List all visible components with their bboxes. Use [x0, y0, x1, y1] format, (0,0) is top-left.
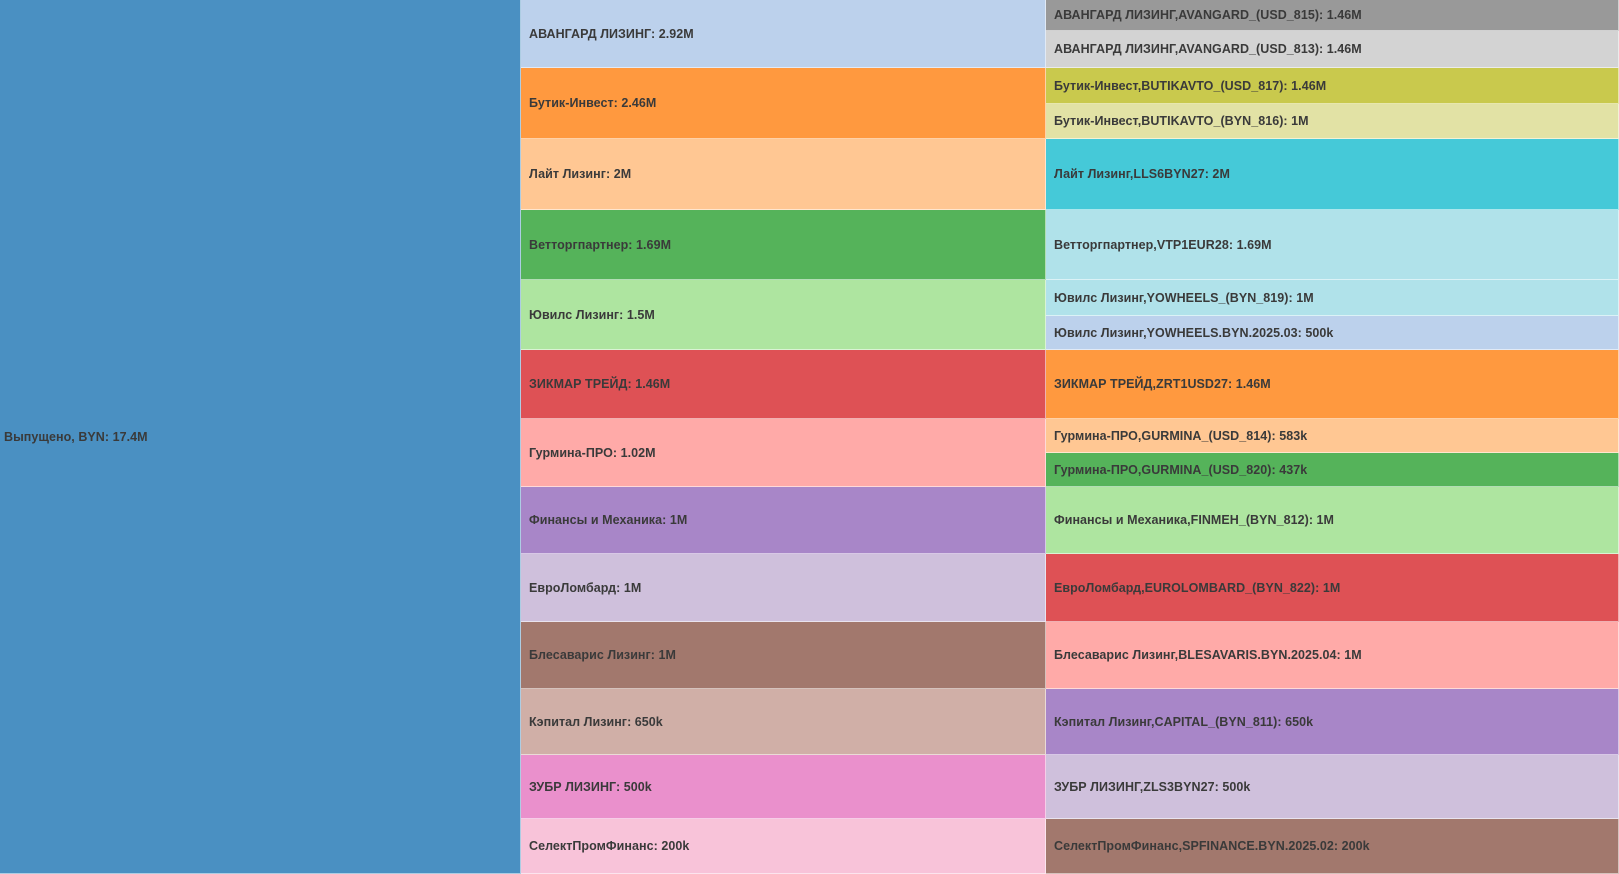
issuer-label: СелектПромФинанс: 200k	[529, 839, 690, 853]
issue-label: ЗУБР ЛИЗИНГ,ZLS3BYN27: 500k	[1054, 779, 1251, 794]
issuer-label: Ветторгпартнер: 1.69M	[529, 237, 672, 252]
issuer-segment[interactable]: Ветторгпартнер: 1.69M	[521, 210, 1046, 280]
issuer-segment[interactable]: Кэпитал Лизинг: 650k	[521, 689, 1046, 755]
issuer-label: Бутик-Инвест: 2.46M	[529, 96, 657, 110]
issue-label: Блесаварис Лизинг,BLESAVARIS.BYN.2025.04…	[1054, 648, 1362, 662]
issue-label: Бутик-Инвест,BUTIKAVTO_(USD_817): 1.46M	[1054, 78, 1327, 93]
issuer-label: Гурмина-ПРО: 1.02M	[529, 445, 656, 460]
issue-label: АВАНГАРД ЛИЗИНГ,AVANGARD_(USD_815): 1.46…	[1054, 8, 1362, 22]
issue-label: Лайт Лизинг,LLS6BYN27: 2M	[1054, 167, 1230, 181]
issue-label: СелектПромФинанс,SPFINANCE.BYN.2025.02: …	[1054, 839, 1370, 853]
issue-segment[interactable]: СелектПромФинанс,SPFINANCE.BYN.2025.02: …	[1046, 819, 1619, 874]
issuer-label: Финансы и Механика: 1M	[529, 513, 688, 527]
issuer-label: ЕвроЛомбард: 1M	[529, 580, 642, 595]
issue-segment[interactable]: Бутик-Инвест,BUTIKAVTO_(USD_817): 1.46M	[1046, 68, 1619, 104]
issuer-segment[interactable]: ЗИКМАР ТРЕЙД: 1.46M	[521, 350, 1046, 419]
issuer-label: ЗУБР ЛИЗИНГ: 500k	[529, 779, 652, 794]
issuer-segment[interactable]: Финансы и Механика: 1M	[521, 487, 1046, 554]
issue-label: АВАНГАРД ЛИЗИНГ,AVANGARD_(USD_813): 1.46…	[1054, 42, 1362, 56]
root-label: Выпущено, BYN: 17.4M	[4, 429, 148, 444]
issue-label: Финансы и Механика,FINMEH_(BYN_812): 1M	[1054, 513, 1335, 527]
issue-segment[interactable]: Гурмина-ПРО,GURMINA_(USD_814): 583k	[1046, 419, 1619, 453]
issue-segment[interactable]: Финансы и Механика,FINMEH_(BYN_812): 1M	[1046, 487, 1619, 554]
issue-label: Ювилс Лизинг,YOWHEELS_(BYN_819): 1M	[1054, 290, 1314, 305]
issuer-label: АВАНГАРД ЛИЗИНГ: 2.92M	[529, 26, 694, 41]
issuer-label: ЗИКМАР ТРЕЙД: 1.46M	[529, 377, 671, 391]
issuer-segment[interactable]: Ювилс Лизинг: 1.5M	[521, 280, 1046, 350]
issue-label: ЗИКМАР ТРЕЙД,ZRT1USD27: 1.46M	[1054, 377, 1271, 391]
issue-segment[interactable]: АВАНГАРД ЛИЗИНГ,AVANGARD_(USD_813): 1.46…	[1046, 31, 1619, 68]
issue-segment[interactable]: ЗИКМАР ТРЕЙД,ZRT1USD27: 1.46M	[1046, 350, 1619, 419]
issuer-label: Лайт Лизинг: 2M	[529, 167, 632, 181]
issue-label: Гурмина-ПРО,GURMINA_(USD_820): 437k	[1054, 462, 1308, 477]
issuer-segment[interactable]: СелектПромФинанс: 200k	[521, 819, 1046, 874]
issue-label: Бутик-Инвест,BUTIKAVTO_(BYN_816): 1M	[1054, 114, 1309, 128]
issuer-label: Ювилс Лизинг: 1.5M	[529, 307, 655, 322]
issue-segment[interactable]: Ветторгпартнер,VTP1EUR28: 1.69M	[1046, 210, 1619, 280]
issuer-segment[interactable]: Гурмина-ПРО: 1.02M	[521, 419, 1046, 487]
issuer-label: Блесаварис Лизинг: 1M	[529, 648, 676, 662]
issue-segment[interactable]: Бутик-Инвест,BUTIKAVTO_(BYN_816): 1M	[1046, 104, 1619, 139]
issue-label: Ювилс Лизинг,YOWHEELS.BYN.2025.03: 500k	[1054, 325, 1334, 340]
issue-segment[interactable]: Гурмина-ПРО,GURMINA_(USD_820): 437k	[1046, 453, 1619, 487]
issuer-segment[interactable]: Лайт Лизинг: 2M	[521, 139, 1046, 210]
issue-segment[interactable]: Лайт Лизинг,LLS6BYN27: 2M	[1046, 139, 1619, 210]
root-segment[interactable]: Выпущено, BYN: 17.4M	[0, 0, 521, 874]
issuer-segment[interactable]: Блесаварис Лизинг: 1M	[521, 622, 1046, 689]
issuer-segment[interactable]: Бутик-Инвест: 2.46M	[521, 68, 1046, 139]
issuer-segment[interactable]: ЗУБР ЛИЗИНГ: 500k	[521, 755, 1046, 819]
issuer-segment[interactable]: АВАНГАРД ЛИЗИНГ: 2.92M	[521, 0, 1046, 68]
issue-segment[interactable]: Ювилс Лизинг,YOWHEELS.BYN.2025.03: 500k	[1046, 316, 1619, 350]
issue-label: Гурмина-ПРО,GURMINA_(USD_814): 583k	[1054, 428, 1308, 443]
issue-label: Кэпитал Лизинг,CAPITAL_(BYN_811): 650k	[1054, 714, 1314, 729]
issue-segment[interactable]: ЕвроЛомбард,EUROLOMBARD_(BYN_822): 1M	[1046, 554, 1619, 622]
issue-segment[interactable]: ЗУБР ЛИЗИНГ,ZLS3BYN27: 500k	[1046, 755, 1619, 819]
issue-segment[interactable]: Ювилс Лизинг,YOWHEELS_(BYN_819): 1M	[1046, 280, 1619, 316]
issue-segment[interactable]: Кэпитал Лизинг,CAPITAL_(BYN_811): 650k	[1046, 689, 1619, 755]
issue-label: ЕвроЛомбард,EUROLOMBARD_(BYN_822): 1M	[1054, 580, 1341, 595]
issuer-segment[interactable]: ЕвроЛомбард: 1M	[521, 554, 1046, 622]
issue-label: Ветторгпартнер,VTP1EUR28: 1.69M	[1054, 237, 1272, 252]
issuer-label: Кэпитал Лизинг: 650k	[529, 714, 663, 729]
issue-segment[interactable]: АВАНГАРД ЛИЗИНГ,AVANGARD_(USD_815): 1.46…	[1046, 0, 1619, 31]
issue-segment[interactable]: Блесаварис Лизинг,BLESAVARIS.BYN.2025.04…	[1046, 622, 1619, 689]
